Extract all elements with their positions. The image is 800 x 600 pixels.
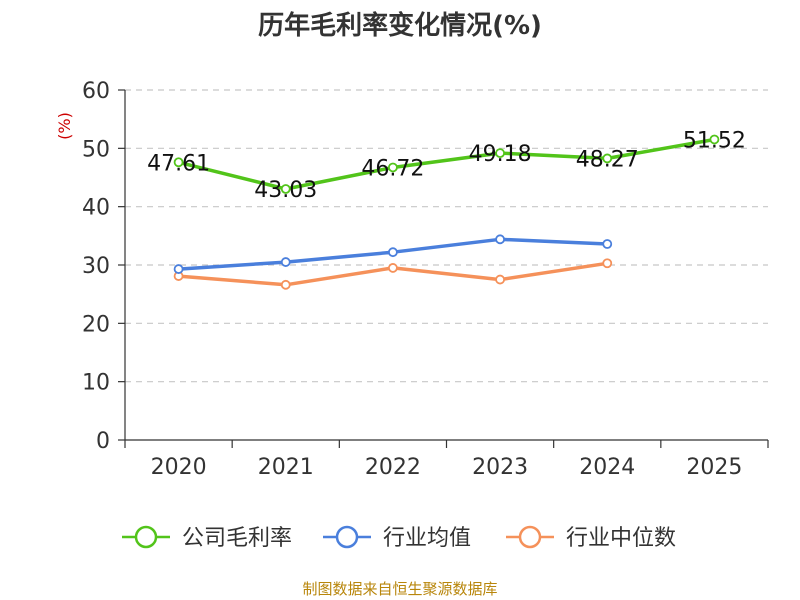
data-point	[709, 134, 720, 145]
data-point	[602, 258, 613, 269]
y-tick-label: 20	[82, 312, 110, 337]
x-tick-label: 2020	[151, 455, 207, 480]
data-point	[602, 153, 613, 164]
data-point	[495, 274, 505, 285]
data-point	[495, 148, 505, 159]
data-labels: 47.61 43.03 46.72 49.18 48.27 51.52	[147, 128, 746, 203]
data-label: 47.61	[147, 151, 210, 176]
data-point	[388, 247, 398, 258]
data-label: 49.18	[469, 142, 532, 167]
data-point	[280, 184, 291, 194]
gridlines	[125, 89, 768, 383]
data-point	[388, 162, 398, 173]
y-tick-label: 30	[82, 254, 110, 279]
chart-title: 历年毛利率变化情况(%)	[258, 10, 542, 41]
y-tick-label: 60	[82, 79, 110, 104]
x-tick-label: 2023	[472, 455, 528, 480]
source-note: 制图数据来自恒生聚源数据库	[302, 580, 497, 598]
axes: 0 10 20 30 40 50 60 2020 2021 2022 2023 2024 2025	[82, 79, 769, 480]
y-tick-label: 0	[96, 429, 110, 454]
legend-marker-circle	[518, 525, 542, 549]
y-tick-label: 40	[82, 196, 110, 221]
x-tick-label: 2024	[579, 455, 635, 480]
legend-label: 行业中位数	[566, 526, 676, 551]
legend-marker-circle	[335, 525, 359, 549]
data-label: 46.72	[361, 156, 424, 181]
y-tick-label: 10	[82, 371, 110, 396]
legend-label: 公司毛利率	[182, 526, 292, 551]
data-label: 51.52	[683, 128, 746, 153]
y-tick-label: 50	[82, 137, 110, 162]
x-tick-label: 2021	[258, 455, 314, 480]
data-point	[173, 264, 184, 274]
legend-marker-circle	[134, 525, 158, 549]
series-line-0	[176, 137, 717, 191]
legend: 公司毛利率 行业均值 行业中位数	[122, 525, 676, 551]
data-label: 43.03	[254, 178, 317, 203]
data-point	[280, 257, 291, 267]
data-label: 48.27	[576, 147, 639, 172]
x-tick-label: 2022	[365, 455, 421, 480]
y-axis-unit-label: (%)	[55, 112, 74, 140]
x-tick-label: 2025	[686, 455, 742, 480]
data-point	[388, 263, 398, 273]
series-layer	[173, 134, 720, 290]
legend-label: 行业均值	[383, 526, 471, 551]
data-point	[280, 279, 291, 290]
data-point	[495, 234, 505, 245]
data-point	[173, 157, 184, 168]
data-point	[602, 239, 613, 249]
